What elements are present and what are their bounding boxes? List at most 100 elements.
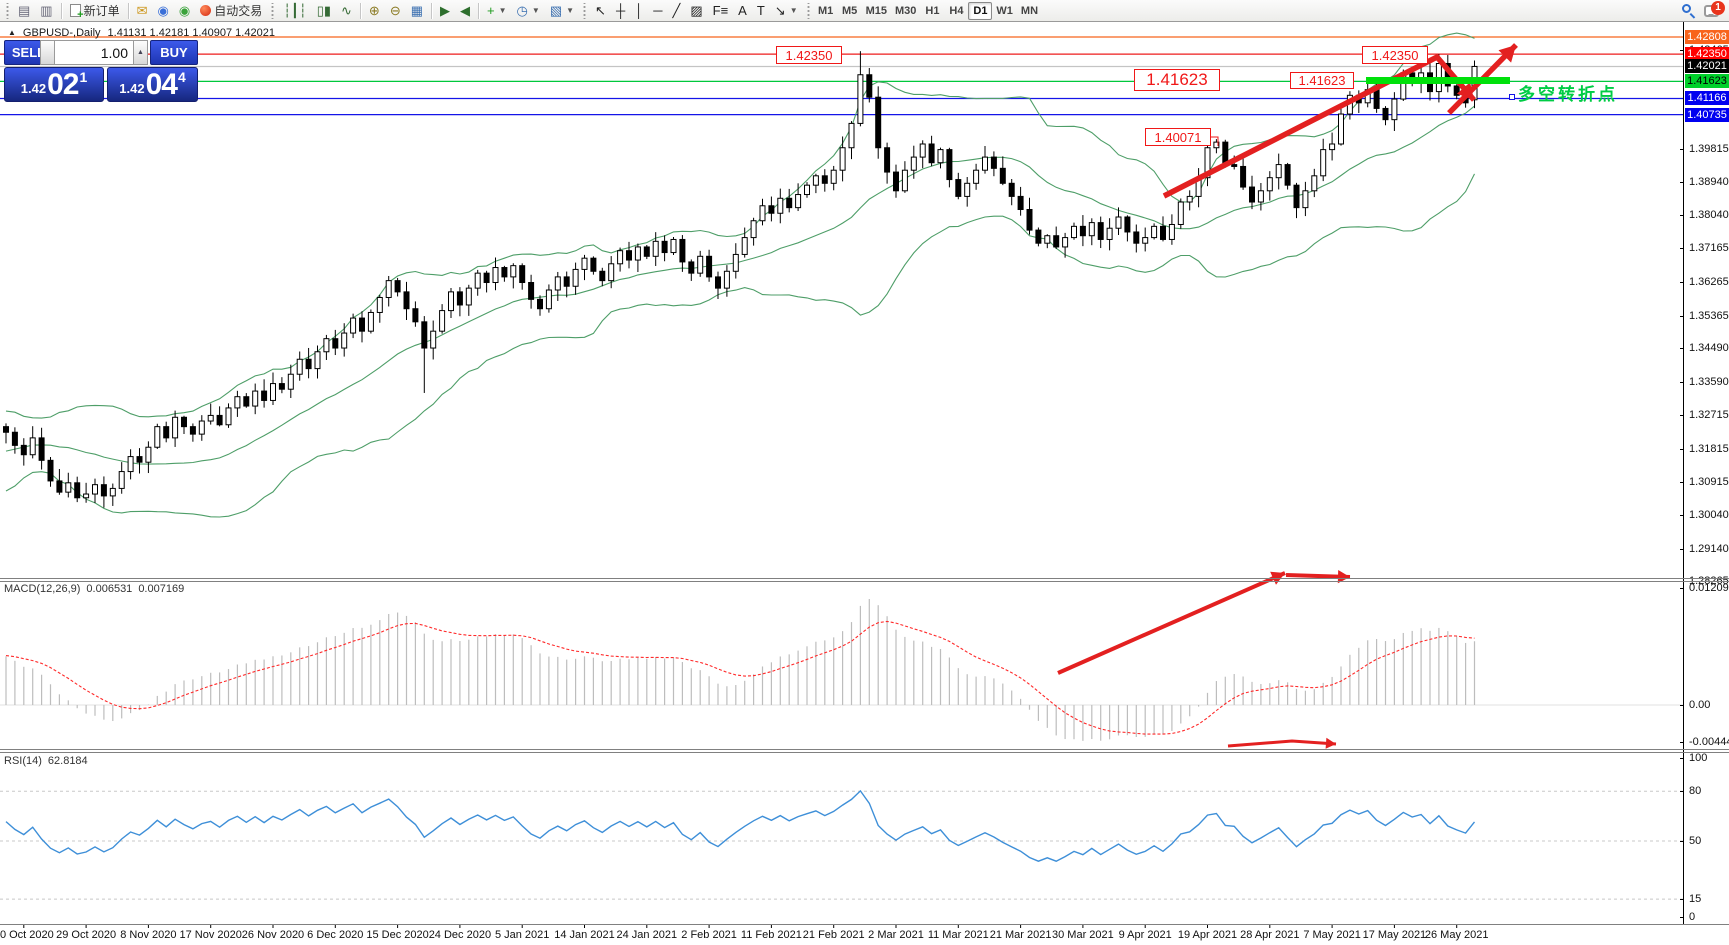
line-selection-handle[interactable]	[1509, 94, 1515, 100]
chevron-down-icon[interactable]: ▼	[566, 6, 575, 15]
price-tick: 50	[1689, 835, 1702, 847]
date-label: 9 Apr 2021	[1118, 929, 1172, 941]
mail-icon[interactable]: ✉	[132, 1, 153, 21]
text-icon[interactable]: A	[733, 1, 752, 21]
volume-input[interactable]	[55, 40, 133, 65]
panel-separator[interactable]	[0, 581, 1729, 582]
tick-mark	[1680, 181, 1684, 183]
arrows-tool-icon: ↘	[774, 3, 786, 18]
collapse-triangle-icon[interactable]: ▲	[8, 28, 16, 37]
chart-ohlc-values: 1.41131 1.42181 1.40907 1.42021	[107, 26, 275, 39]
timeframe-button-w1[interactable]: W1	[996, 4, 1013, 17]
crosshair-icon[interactable]: ┼	[611, 1, 630, 21]
price-tick: 1.29140	[1689, 542, 1729, 555]
news-feed-icon[interactable]: ◉	[174, 1, 195, 21]
price-note[interactable]: 1.41623	[1134, 69, 1220, 91]
crosshair-icon: ┼	[615, 3, 626, 18]
candlestick-icon[interactable]: ▯▮	[312, 1, 336, 21]
bar-chart-icon[interactable]: ┆┃┆	[278, 1, 311, 21]
periods-icon: ◷	[516, 3, 528, 18]
line-chart-icon[interactable]: ∿	[336, 1, 357, 21]
volume-up-button[interactable]: ▲	[133, 40, 148, 65]
auto-scroll-icon[interactable]: ▶	[435, 1, 455, 21]
price-axis[interactable]: 1.424651.398151.389401.380401.371651.362…	[1680, 22, 1729, 924]
chevron-down-icon[interactable]: ▼	[498, 6, 507, 15]
chart-shift-icon[interactable]: ◀	[455, 1, 475, 21]
timeframe-button-m5[interactable]: M5	[841, 4, 858, 17]
price-tick: 1.30915	[1689, 476, 1729, 489]
price-note[interactable]: 1.40071	[1145, 128, 1211, 146]
community-icon[interactable]: ◉	[153, 1, 174, 21]
timeframe-button-m15[interactable]: M15	[865, 4, 888, 17]
sell-price-display[interactable]: 1.42 02 1	[4, 67, 104, 102]
date-label: 28 Apr 2021	[1240, 929, 1300, 941]
timeframe-button-mn[interactable]: MN	[1020, 4, 1039, 17]
periods-icon[interactable]: ◷ ▼	[512, 1, 545, 21]
tick-mark	[1680, 482, 1684, 484]
panel-separator[interactable]	[0, 752, 1729, 753]
chevron-down-icon[interactable]: ▼	[789, 6, 798, 15]
templates-icon[interactable]: ▧ ▼	[545, 1, 579, 21]
chart-profiles-icon[interactable]: ▥	[35, 1, 57, 21]
chevron-down-icon[interactable]: ▼	[531, 6, 540, 15]
price-tick: 1.38940	[1689, 175, 1729, 188]
trendline-icon[interactable]: ╱	[668, 1, 686, 21]
tick-mark	[1680, 248, 1684, 250]
mail-icon: ✉	[136, 3, 148, 18]
level-lines[interactable]	[0, 36, 1683, 116]
chart-canvas[interactable]	[0, 22, 1729, 945]
buy-price-display[interactable]: 1.42 04 4	[107, 67, 198, 102]
tile-windows-icon[interactable]: ▦	[406, 1, 428, 21]
indicators-icon[interactable]: + ▼	[482, 1, 512, 21]
date-label: 15 Dec 2020	[366, 929, 429, 941]
arrows-tool-icon[interactable]: ↘ ▼	[770, 1, 803, 21]
timeframe-button-m1[interactable]: M1	[817, 4, 834, 17]
price-note[interactable]: 1.41623	[1290, 72, 1354, 89]
tick-mark	[1680, 215, 1684, 217]
horizontal-line-icon: ─	[653, 3, 663, 18]
one-click-trading-panel: SELL ▲ BUY 1.42 02 1 1.42 04 4	[4, 40, 198, 102]
price-tick: 1.31815	[1689, 442, 1729, 455]
timeframe-button-m30[interactable]: M30	[895, 4, 917, 17]
notification-badge: 1	[1711, 0, 1725, 15]
price-note[interactable]: 1.42350	[776, 46, 842, 64]
timeframe-button-h4[interactable]: H4	[949, 4, 964, 17]
price-tick: 0.01209	[1689, 582, 1729, 594]
indicators-icon: +	[487, 3, 495, 18]
search-icon[interactable]	[1682, 3, 1696, 19]
label-icon[interactable]: T	[752, 1, 770, 21]
buy-button[interactable]: BUY	[150, 40, 198, 65]
rsi-label-row: RSI(14) 62.8184	[4, 755, 88, 767]
fibonacci-icon: F≡	[712, 3, 729, 18]
fibonacci-icon[interactable]: F≡	[708, 1, 734, 21]
timeframe-button-h1[interactable]: H1	[925, 4, 940, 17]
zoom-in-icon[interactable]: ⊕	[364, 1, 385, 21]
panel-separator[interactable]	[0, 578, 1729, 579]
new-order-button[interactable]: 新订单	[65, 1, 125, 21]
panel-separator[interactable]	[0, 749, 1729, 750]
news-feed-icon: ◉	[178, 3, 191, 18]
channel-icon[interactable]: ▨	[685, 1, 707, 21]
date-label: 6 Dec 2020	[307, 929, 364, 941]
timeframe-button-d1[interactable]: D1	[968, 1, 993, 20]
support-zone-bar[interactable]	[1366, 77, 1510, 84]
horizontal-line-icon[interactable]: ─	[648, 1, 667, 21]
price-tick: 1.39815	[1689, 143, 1729, 156]
price-tick: -0.004446	[1689, 736, 1729, 748]
price-tick: 1.37165	[1689, 242, 1729, 255]
toolbar-separator	[359, 2, 361, 19]
price-line-label: 1.40735	[1685, 107, 1729, 122]
new-chart-icon[interactable]: ▤	[13, 1, 35, 21]
templates-icon: ▧	[549, 3, 563, 18]
chat-icon[interactable]: 1	[1704, 0, 1725, 17]
zoom-out-icon[interactable]: ⊖	[385, 1, 406, 21]
macd-label: MACD(12,26,9)	[4, 583, 81, 595]
toolbar-separator	[478, 2, 480, 19]
cursor-icon[interactable]: ↖	[590, 1, 611, 21]
price-note[interactable]: 1.42350	[1362, 46, 1428, 64]
vertical-line-icon[interactable]: │	[630, 1, 648, 21]
autotrade-button[interactable]: 自动交易	[195, 1, 267, 21]
chart-symbol-title: GBPUSD-,Daily	[22, 26, 101, 39]
tick-mark	[1680, 149, 1684, 151]
